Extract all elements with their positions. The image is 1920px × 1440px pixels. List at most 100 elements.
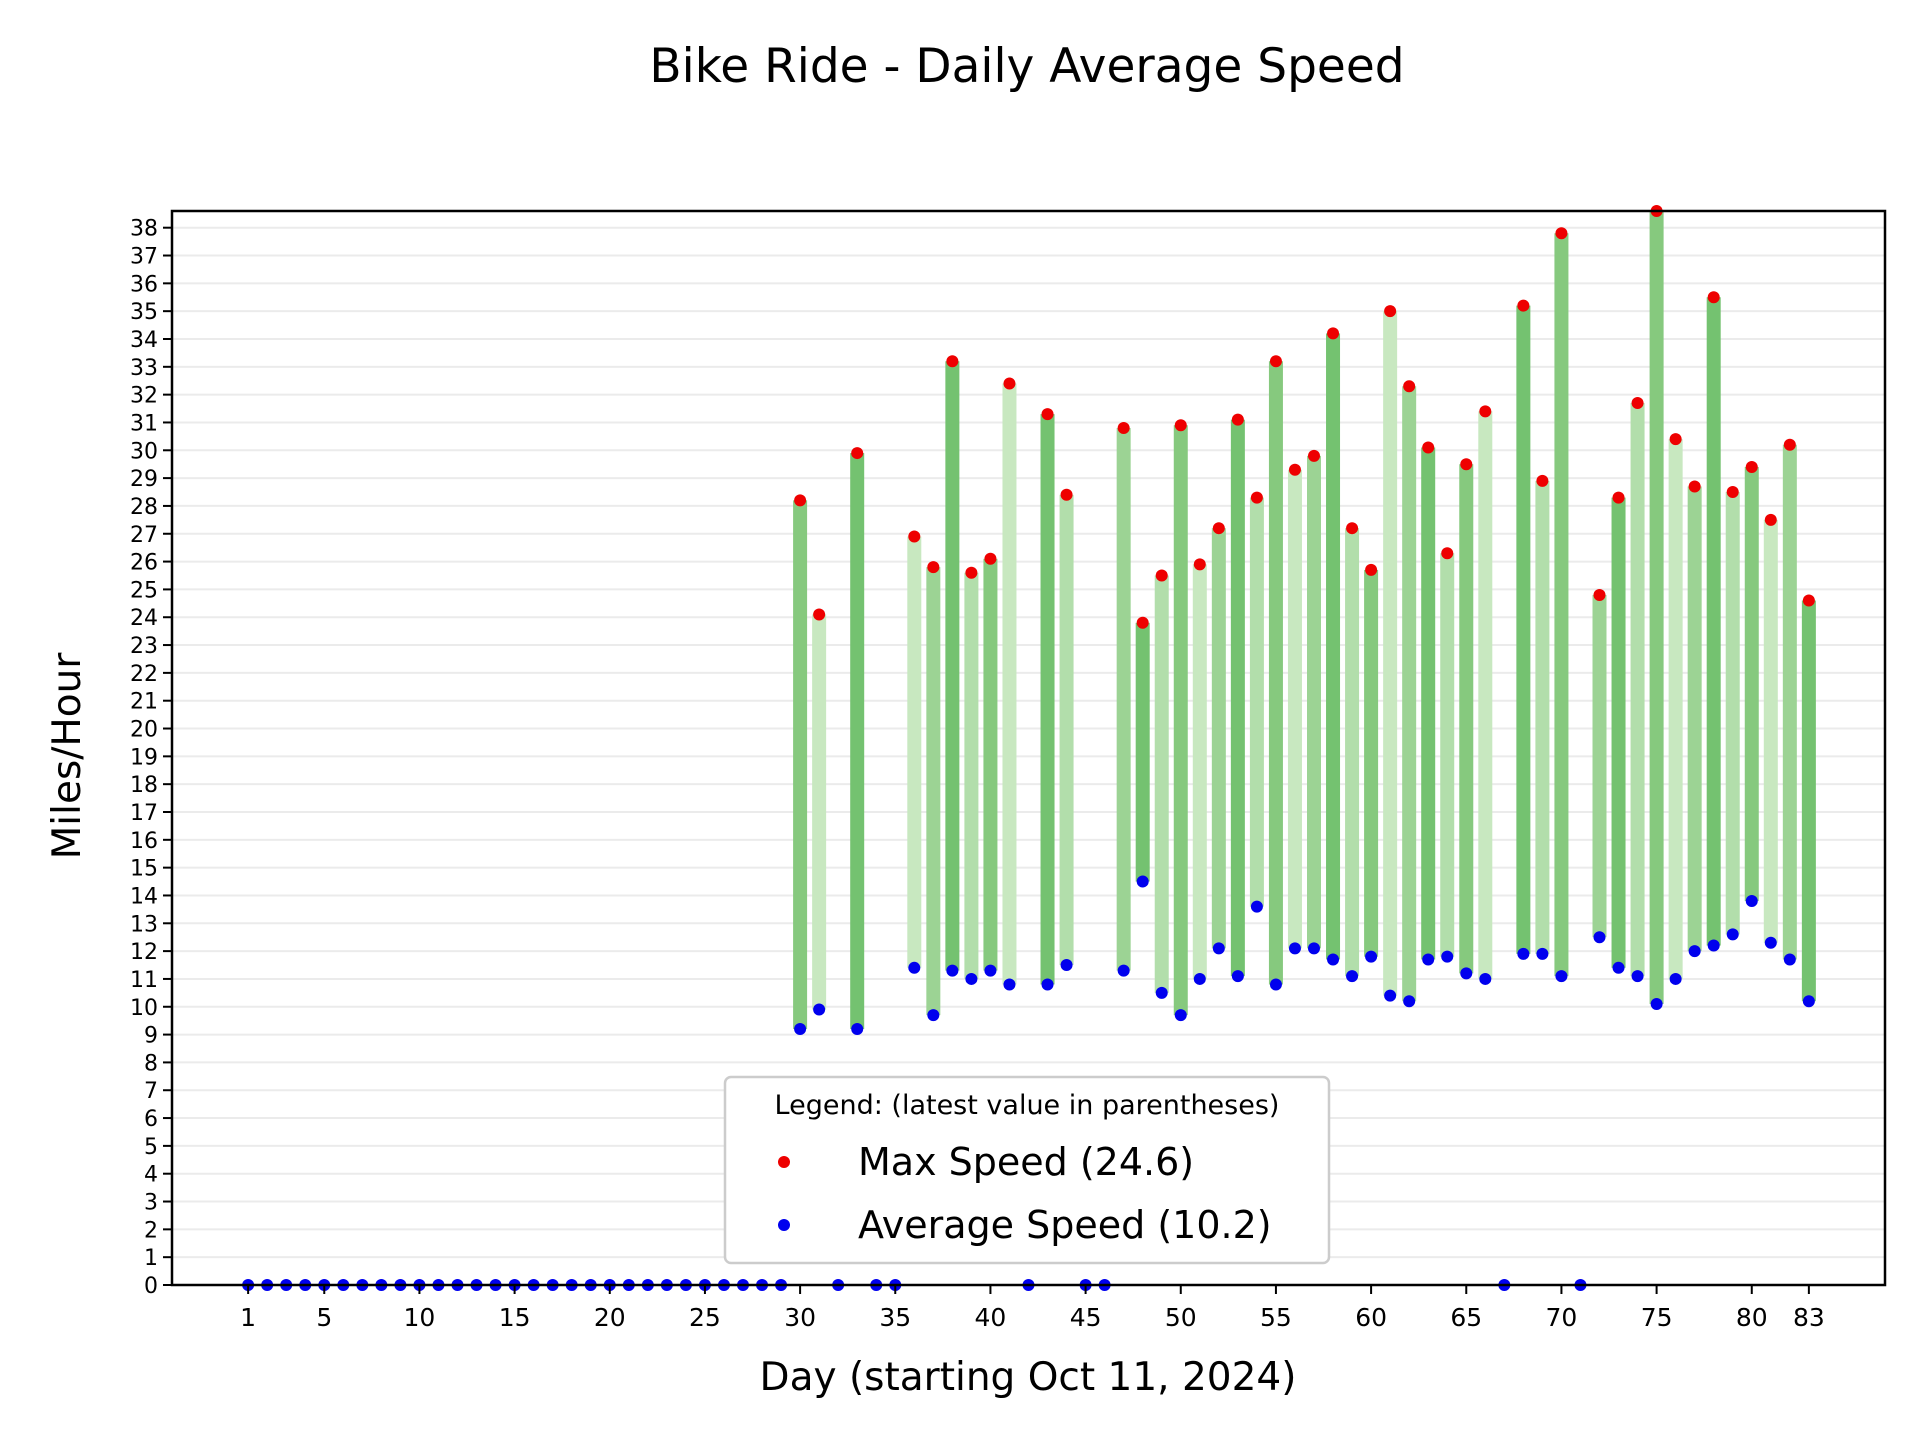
average-speed-point bbox=[1745, 895, 1758, 908]
range-bar bbox=[1516, 305, 1531, 954]
y-tick-label: 8 bbox=[144, 1051, 158, 1076]
y-tick-label: 32 bbox=[130, 384, 158, 409]
legend: Legend: (latest value in parentheses) Ma… bbox=[723, 1075, 1331, 1265]
range-bar bbox=[1135, 622, 1150, 882]
range-bars bbox=[793, 211, 1816, 1030]
y-tick-label: 20 bbox=[130, 718, 158, 743]
y-tick-label: 27 bbox=[130, 523, 158, 548]
y-tick-label: 37 bbox=[130, 245, 158, 270]
range-bar bbox=[964, 572, 979, 979]
range-bar bbox=[1287, 469, 1302, 949]
max-speed-point bbox=[1726, 486, 1739, 499]
x-tick-label: 83 bbox=[1793, 1303, 1825, 1332]
y-tick-label: 36 bbox=[130, 272, 158, 297]
x-tick-label: 70 bbox=[1546, 1303, 1578, 1332]
y-tick-label: 25 bbox=[130, 578, 158, 603]
average-speed-point bbox=[1041, 978, 1054, 991]
x-tick-label: 40 bbox=[975, 1303, 1007, 1332]
range-bar bbox=[1364, 569, 1379, 957]
x-axis-ticks: 1 5 10 15 20 25 30 35 40 45 50 55 60 65 70 75 80 83 bbox=[240, 1285, 1825, 1332]
range-bar bbox=[793, 500, 808, 1030]
max-speed-point bbox=[1212, 522, 1225, 535]
legend-max-label: Max Speed (24.6) bbox=[858, 1140, 1194, 1184]
y-tick-label: 14 bbox=[130, 884, 158, 909]
average-speed-point bbox=[1612, 961, 1625, 974]
max-speed-point bbox=[1403, 380, 1416, 393]
range-bar bbox=[945, 361, 960, 971]
average-speed-point bbox=[1250, 900, 1263, 913]
average-speed-point bbox=[1174, 1009, 1187, 1022]
average-speed-point bbox=[1726, 928, 1739, 941]
max-speed-series bbox=[794, 205, 1815, 629]
average-speed-series bbox=[242, 875, 1815, 1291]
max-speed-point bbox=[1003, 377, 1016, 390]
range-bar bbox=[1763, 519, 1778, 943]
range-bar bbox=[1440, 553, 1455, 957]
range-bar bbox=[1687, 486, 1702, 952]
range-bar bbox=[1592, 594, 1607, 938]
range-bar bbox=[1630, 402, 1645, 977]
max-speed-point bbox=[1479, 405, 1492, 418]
max-speed-point bbox=[1707, 291, 1720, 304]
range-bar bbox=[1249, 497, 1264, 907]
max-speed-point bbox=[1308, 449, 1320, 462]
range-bar bbox=[1040, 414, 1055, 985]
average-speed-point bbox=[1669, 972, 1682, 985]
x-tick-label: 60 bbox=[1355, 1303, 1387, 1332]
average-speed-point bbox=[1365, 950, 1378, 963]
average-speed-point bbox=[1193, 972, 1206, 985]
x-tick-label: 5 bbox=[316, 1303, 332, 1332]
range-bar bbox=[907, 536, 922, 968]
range-bar bbox=[1211, 528, 1226, 949]
range-bar bbox=[1192, 564, 1207, 979]
average-speed-point bbox=[1650, 997, 1663, 1010]
average-speed-point bbox=[1060, 959, 1073, 972]
x-tick-label: 55 bbox=[1260, 1303, 1292, 1332]
y-tick-label: 34 bbox=[130, 328, 158, 353]
average-speed-point bbox=[813, 1003, 826, 1016]
max-speed-point bbox=[1517, 299, 1530, 312]
max-speed-point bbox=[1327, 327, 1340, 340]
range-bar bbox=[1801, 600, 1816, 1002]
max-speed-point bbox=[1384, 305, 1397, 318]
average-speed-point bbox=[984, 964, 997, 977]
x-tick-label: 75 bbox=[1641, 1303, 1673, 1332]
max-speed-point bbox=[927, 561, 940, 574]
y-tick-label: 24 bbox=[130, 606, 158, 631]
legend-title: Legend: (latest value in parentheses) bbox=[775, 1090, 1280, 1121]
range-bar bbox=[1154, 575, 1169, 993]
average-speed-point bbox=[1269, 978, 1282, 991]
max-speed-point bbox=[1802, 594, 1815, 607]
y-tick-label: 22 bbox=[130, 662, 158, 687]
max-speed-point bbox=[1250, 491, 1263, 504]
max-speed-point bbox=[1745, 460, 1758, 473]
range-bar bbox=[1535, 480, 1550, 954]
y-tick-label: 19 bbox=[130, 745, 158, 770]
plot-frame bbox=[170, 209, 1887, 1287]
range-bar bbox=[1668, 439, 1683, 979]
max-speed-point bbox=[965, 566, 978, 579]
range-bar bbox=[1744, 466, 1759, 902]
y-tick-label: 29 bbox=[130, 467, 158, 492]
y-tick-label: 9 bbox=[144, 1024, 158, 1049]
max-speed-point bbox=[946, 355, 959, 368]
max-speed-point bbox=[813, 608, 826, 621]
y-tick-label: 28 bbox=[130, 495, 158, 520]
y-tick-label: 31 bbox=[130, 411, 158, 436]
max-speed-point bbox=[984, 552, 997, 565]
range-bar bbox=[1307, 455, 1321, 949]
average-speed-point bbox=[1403, 995, 1416, 1008]
range-bar bbox=[1611, 497, 1626, 968]
average-speed-point bbox=[851, 1023, 864, 1036]
max-speed-point bbox=[1536, 474, 1549, 487]
average-speed-point bbox=[1688, 945, 1701, 958]
max-speed-point bbox=[1612, 491, 1625, 504]
y-tick-label: 5 bbox=[144, 1135, 158, 1160]
x-tick-label: 1 bbox=[240, 1303, 256, 1332]
max-speed-point bbox=[1060, 488, 1073, 501]
chart-title: Bike Ride - Daily Average Speed bbox=[649, 39, 1404, 94]
range-bar bbox=[1478, 411, 1493, 979]
average-speed-point bbox=[1631, 970, 1644, 983]
y-tick-label: 7 bbox=[144, 1079, 158, 1104]
average-speed-point bbox=[965, 972, 978, 985]
